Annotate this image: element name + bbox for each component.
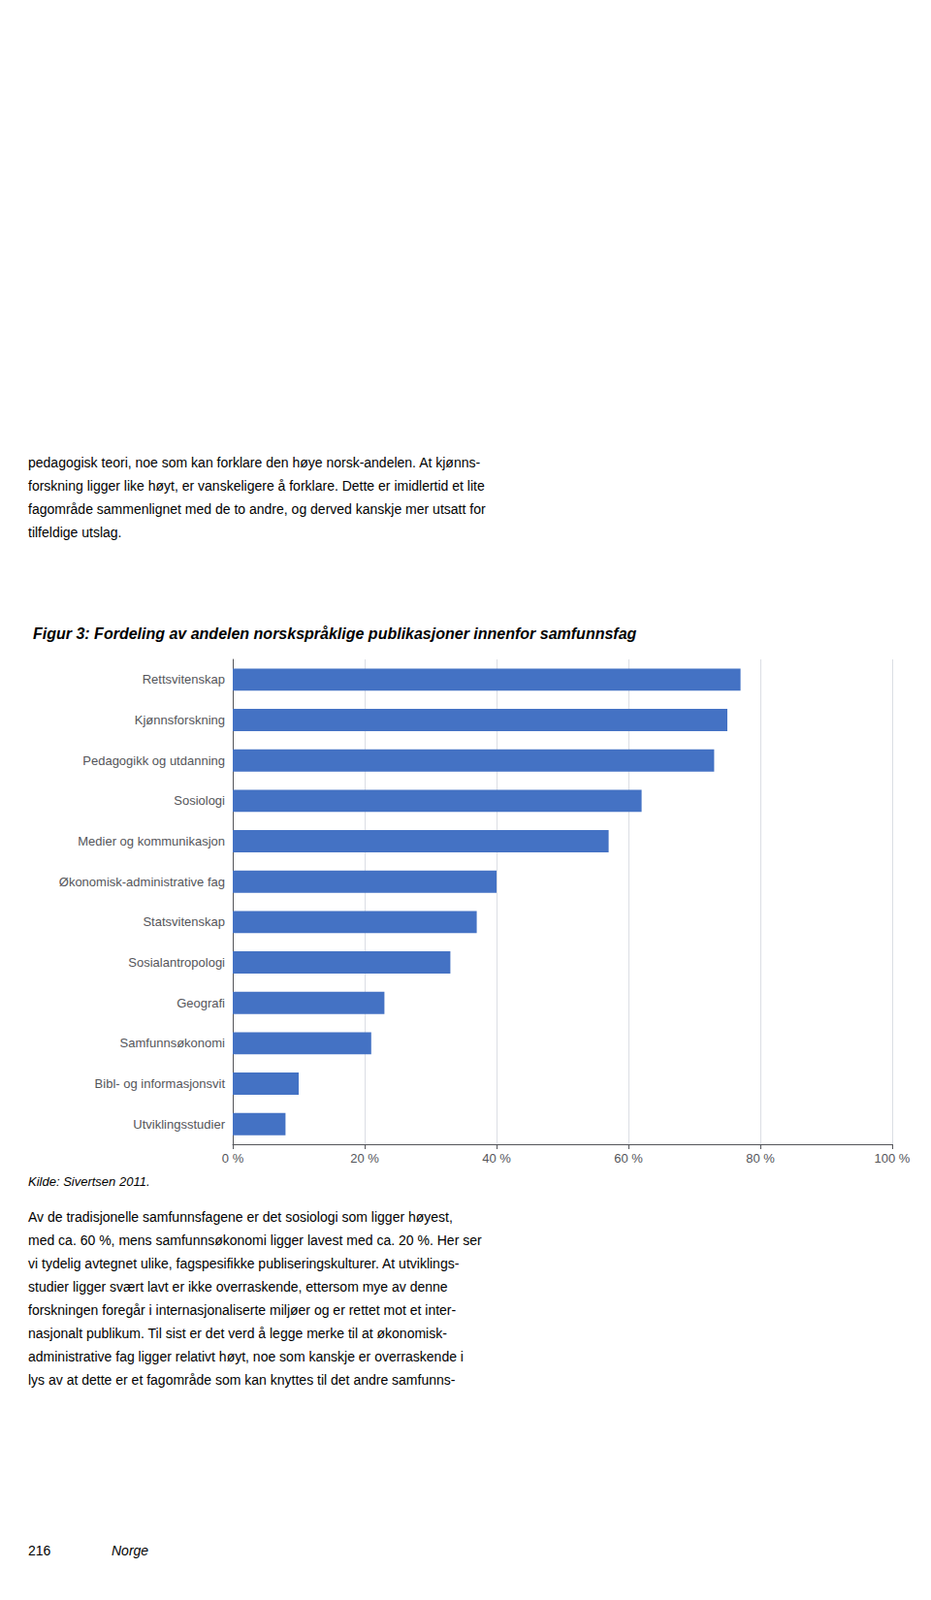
svg-text:fagområde sammenlignet med de: fagområde sammenlignet med de to andre, … (28, 501, 486, 517)
svg-text:pedagogisk teori, noe som kan: pedagogisk teori, noe som kan forklare d… (28, 454, 481, 471)
svg-text:100 %: 100 % (874, 1151, 911, 1166)
svg-text:Sosialantropologi: Sosialantropologi (128, 955, 225, 970)
svg-text:nasjonalt publikum. Til sist e: nasjonalt publikum. Til sist er det verd… (28, 1325, 448, 1342)
svg-text:Kjønnsforskning: Kjønnsforskning (134, 712, 225, 728)
svg-text:60 %: 60 % (613, 1151, 643, 1166)
svg-text:Medier og kommunikasjon: Medier og kommunikasjon (77, 834, 225, 849)
svg-text:40 %: 40 % (481, 1151, 512, 1166)
svg-text:Sosiologi: Sosiologi (173, 793, 225, 808)
svg-text:tilfeldige utslag.: tilfeldige utslag. (28, 524, 123, 541)
svg-text:med ca. 60 %, mens samfunnsøko: med ca. 60 %, mens samfunnsøkonomi ligge… (28, 1232, 482, 1249)
svg-text:forskningen foregår i internas: forskningen foregår i internasjonalisert… (28, 1302, 457, 1318)
svg-text:Pedagogikk og utdanning: Pedagogikk og utdanning (82, 753, 225, 769)
svg-text:forskning ligger like høyt, er: forskning ligger like høyt, er vanskelig… (28, 478, 485, 494)
svg-text:Figur 3: Fordeling av andelen: Figur 3: Fordeling av andelen norskspråk… (32, 625, 638, 643)
svg-text:Rettsvitenskap: Rettsvitenskap (142, 672, 225, 687)
svg-text:Geografi: Geografi (176, 995, 225, 1011)
svg-text:Statsvitenskap: Statsvitenskap (142, 914, 225, 930)
svg-text:Kilde: Sivertsen 2011.: Kilde: Sivertsen 2011. (28, 1174, 151, 1189)
svg-text:Utviklingsstudier: Utviklingsstudier (132, 1117, 225, 1132)
svg-text:Norge: Norge (111, 1542, 149, 1559)
svg-text:0 %: 0 % (222, 1151, 245, 1166)
svg-text:Samfunnsøkonomi: Samfunnsøkonomi (120, 1035, 225, 1051)
svg-text:216: 216 (28, 1542, 52, 1559)
svg-text:20 %: 20 % (350, 1151, 380, 1166)
svg-text:lys av at dette er et fagområd: lys av at dette er et fagområde som kan … (28, 1372, 456, 1388)
svg-text:administrative fag ligger rela: administrative fag ligger relativt høyt,… (28, 1348, 464, 1365)
svg-text:studier ligger svært lavt er i: studier ligger svært lavt er ikke overra… (28, 1279, 449, 1295)
svg-text:80 %: 80 % (745, 1151, 775, 1166)
svg-text:vi tydelig avtegnet ulike, fag: vi tydelig avtegnet ulike, fagspesifikke… (28, 1255, 460, 1272)
svg-text:Av de tradisjonelle samfunnsfa: Av de tradisjonelle samfunnsfagene er de… (28, 1209, 453, 1225)
svg-text:Bibl- og informasjonsvit: Bibl- og informasjonsvit (95, 1076, 226, 1092)
svg-text:Økonomisk-administrative fag: Økonomisk-administrative fag (59, 874, 225, 890)
